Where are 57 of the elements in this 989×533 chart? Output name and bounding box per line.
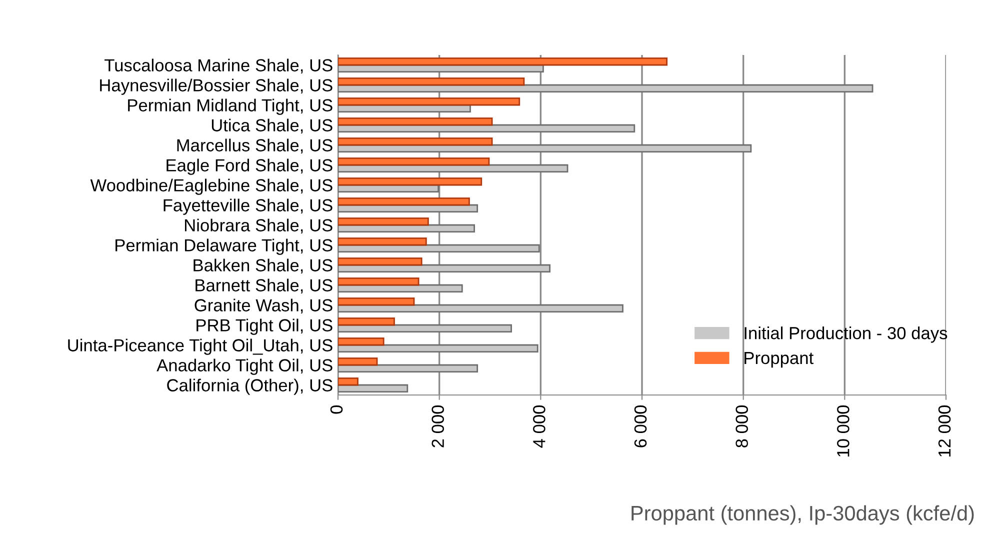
y-tick-label: Woodbine/Eaglebine Shale, US — [90, 178, 332, 195]
x-tick-label: 4 000 — [533, 405, 546, 448]
bar — [338, 84, 874, 92]
bar — [338, 124, 636, 132]
bar — [338, 198, 470, 206]
y-tick-label: Niobrara Shale, US — [185, 218, 332, 234]
y-tick-label: PRB Tight Oil, US — [196, 318, 332, 335]
y-tick-label: Haynesville/Bossier Shale, US — [100, 78, 332, 95]
x-axis-title: Proppant (tonnes), Ip-30days (kcfe/d) — [632, 505, 974, 525]
y-tick-label: Anadarko Tight Oil, US — [156, 358, 332, 375]
y-tick-label: Fayetteville Shale, US — [164, 198, 332, 215]
x-tick-label: 6 000 — [634, 405, 647, 448]
bar — [338, 264, 550, 272]
bar — [338, 364, 478, 372]
x-tick-label: 0 — [330, 405, 343, 414]
x-tick-label: 2 000 — [432, 405, 444, 448]
bar — [338, 98, 520, 106]
bar — [338, 304, 624, 312]
y-tick-label: Granite Wash, US — [194, 298, 332, 314]
bar — [338, 358, 378, 366]
bar — [338, 298, 415, 306]
y-tick-label: California (Other), US — [167, 378, 332, 395]
bar — [338, 278, 420, 286]
y-tick-label: Tuscaloosa Marine Shale, US — [104, 58, 332, 74]
y-tick-label: Bakken Shale, US — [194, 258, 332, 274]
legend-label: Initial Production - 30 days — [744, 326, 948, 343]
bar — [338, 78, 525, 86]
bar — [338, 284, 463, 292]
bar — [338, 318, 395, 326]
bar — [338, 238, 427, 246]
bar — [338, 344, 538, 352]
bar — [338, 138, 493, 146]
bar — [338, 218, 429, 226]
bar — [338, 258, 422, 266]
bar — [338, 224, 475, 232]
y-tick-label: Utica Shale, US — [212, 118, 332, 134]
bar — [338, 178, 482, 186]
y-tick-label: Marcellus Shale, US — [177, 138, 332, 154]
bar — [338, 158, 490, 166]
y-tick-label: Permian Midland Tight, US — [128, 98, 332, 115]
x-tick-label: 10 000 — [837, 405, 850, 456]
legend-label: Proppant — [744, 352, 814, 368]
bar — [338, 378, 358, 386]
y-tick-label: Permian Delaware Tight, US — [116, 238, 332, 255]
y-tick-label: Uinta-Piceance Tight Oil_Utah, US — [68, 338, 332, 355]
bar — [338, 164, 568, 172]
x-tick-label: 8 000 — [736, 405, 748, 448]
x-tick-label: 12 000 — [938, 405, 951, 456]
bar — [338, 244, 540, 252]
y-tick-label: Eagle Ford Shale, US — [166, 158, 332, 175]
bar — [338, 144, 752, 152]
bar — [338, 118, 493, 126]
bar — [338, 384, 408, 392]
bar — [338, 324, 512, 332]
y-tick-label: Barnett Shale, US — [196, 278, 332, 294]
bar — [338, 338, 384, 346]
bar — [338, 58, 668, 66]
